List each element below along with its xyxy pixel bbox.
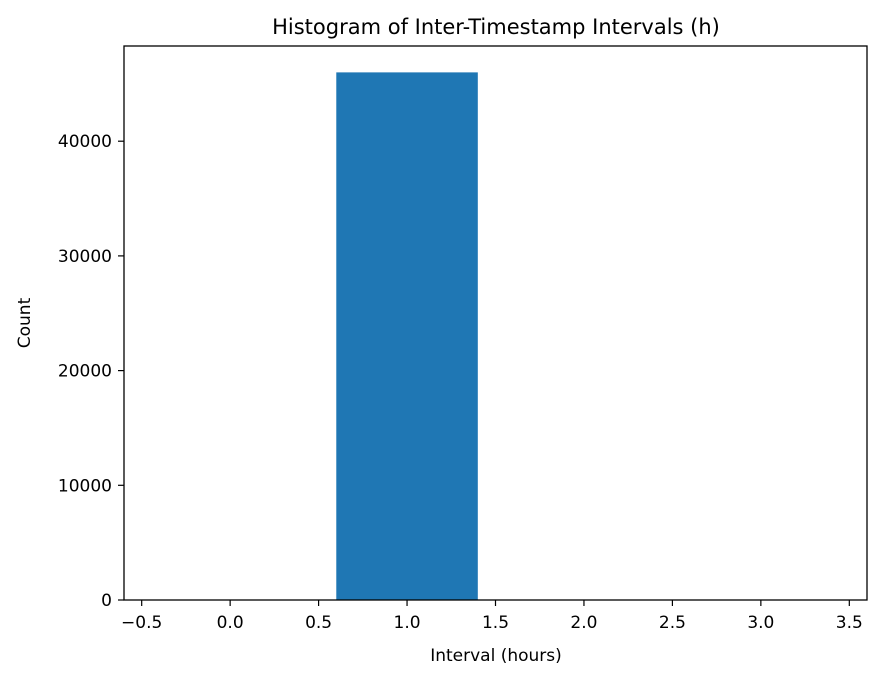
x-axis-label: Interval (hours) bbox=[430, 646, 562, 666]
x-tick-label: −0.5 bbox=[121, 613, 162, 633]
y-axis: 0 10000 20000 30000 40000 bbox=[58, 132, 124, 611]
x-tick-label: 0.5 bbox=[305, 613, 332, 633]
y-axis-label: Count bbox=[15, 297, 35, 348]
y-tick-label: 20000 bbox=[58, 362, 112, 382]
x-tick-label: 3.5 bbox=[836, 613, 863, 633]
y-tick-label: 30000 bbox=[58, 247, 112, 267]
plot-frame bbox=[123, 45, 868, 601]
y-tick-label: 0 bbox=[101, 591, 112, 611]
histogram-bar-0 bbox=[336, 72, 478, 600]
x-axis: −0.5 0.0 0.5 1.0 1.5 2.0 2.5 3.0 3.5 bbox=[121, 600, 863, 633]
x-tick-label: 0.0 bbox=[217, 613, 244, 633]
x-tick-label: 2.0 bbox=[570, 613, 597, 633]
x-tick-label: 2.5 bbox=[659, 613, 686, 633]
x-tick-label: 1.5 bbox=[482, 613, 509, 633]
x-tick-label: 1.0 bbox=[394, 613, 421, 633]
x-tick-label: 3.0 bbox=[747, 613, 774, 633]
chart-title: Histogram of Inter-Timestamp Intervals (… bbox=[272, 15, 720, 39]
y-tick-label: 40000 bbox=[58, 132, 112, 152]
y-tick-label: 10000 bbox=[58, 476, 112, 496]
bars-layer bbox=[336, 72, 478, 600]
